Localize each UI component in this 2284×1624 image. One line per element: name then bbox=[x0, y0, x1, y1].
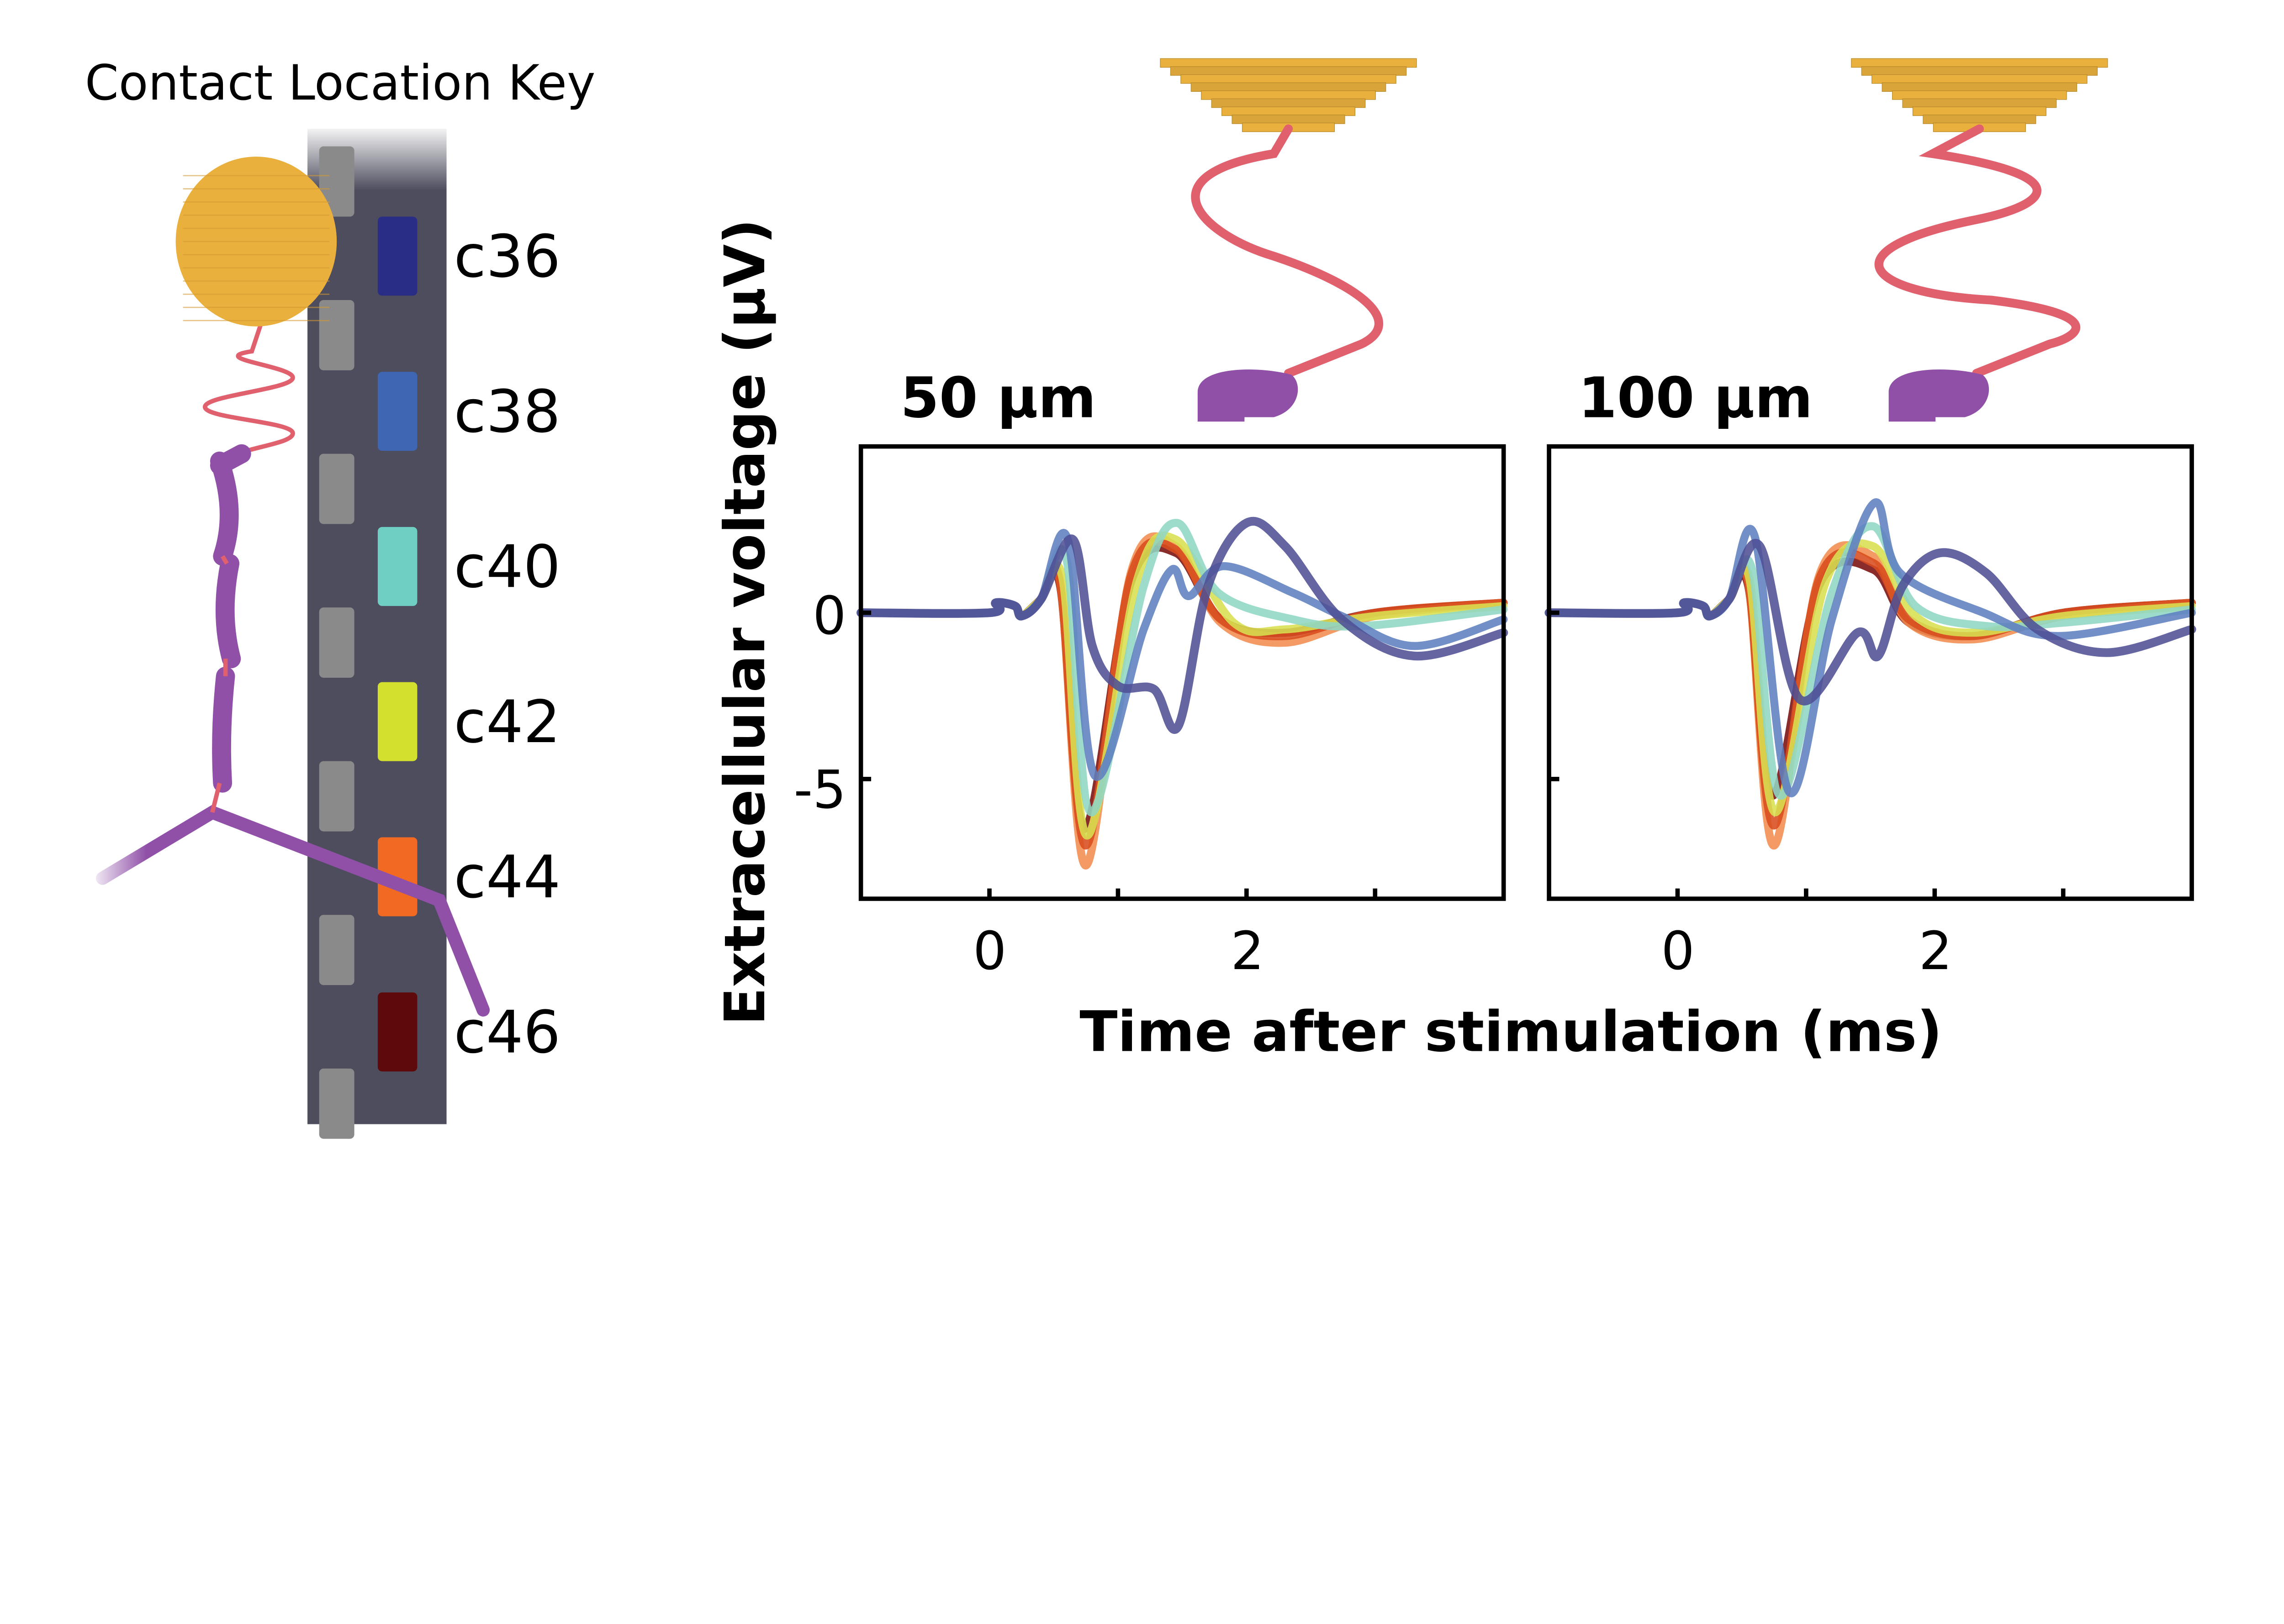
dome-layer bbox=[1892, 90, 2067, 100]
dome-layer bbox=[1221, 106, 1355, 116]
contact-label: c40 bbox=[454, 533, 561, 601]
key-title: Contact Location Key bbox=[85, 55, 596, 111]
dendrite-stub bbox=[210, 444, 251, 475]
contact-swatch bbox=[377, 992, 418, 1072]
dome-layer bbox=[1923, 114, 2036, 124]
contact-c40: c40 bbox=[377, 527, 561, 606]
ytick-label-minus5: -5 bbox=[794, 759, 846, 821]
contact-swatch bbox=[377, 837, 418, 917]
neuron-100um-illustration bbox=[1851, 58, 2108, 422]
contact-label: c42 bbox=[454, 688, 561, 756]
soma-stripes bbox=[183, 175, 330, 322]
dome-layer bbox=[1211, 98, 1366, 108]
contact-swatch bbox=[377, 527, 418, 606]
xtick-label-0: 0 bbox=[1661, 921, 1694, 982]
series-line-c44b bbox=[1545, 548, 2196, 830]
neuron-illustration bbox=[88, 156, 490, 1017]
series-line-c36 bbox=[1544, 538, 2196, 706]
figure-canvas: Contact Location Key c36c38c40c42c44c46 … bbox=[85, 55, 2196, 1139]
contact-c46: c46 bbox=[377, 992, 561, 1072]
contact-c44: c44 bbox=[377, 837, 561, 917]
dome-layer bbox=[1160, 58, 1417, 68]
dendrite-blob bbox=[1888, 369, 1989, 422]
contact-swatch bbox=[377, 216, 418, 296]
xtick-label-0: 0 bbox=[973, 921, 1006, 982]
ticks bbox=[861, 610, 1378, 899]
dome-layer bbox=[1851, 58, 2108, 68]
xtick-label-2: 2 bbox=[1919, 921, 1952, 982]
dome-layer bbox=[1861, 66, 2098, 76]
contact-swatch bbox=[377, 372, 418, 451]
chart-panel-100um: 100 µm 0 2 bbox=[1544, 365, 2196, 982]
inactive-contact bbox=[319, 761, 354, 832]
series-line-c46 bbox=[1545, 557, 2196, 800]
x-axis-label: Time after stimulation (ms) bbox=[1079, 999, 1942, 1064]
contact-label: c38 bbox=[454, 378, 561, 446]
contact-label: c36 bbox=[454, 223, 561, 291]
series-group bbox=[856, 517, 1508, 870]
inactive-contact bbox=[319, 146, 354, 217]
contact-list: c36 c38 c40 c42 c44 c46 bbox=[377, 216, 561, 1072]
panel-title: 50 µm bbox=[900, 365, 1096, 430]
dendrite-branch bbox=[95, 805, 490, 1017]
series-group bbox=[1544, 498, 2196, 850]
inactive-contact bbox=[319, 607, 354, 678]
dendrite-segments bbox=[210, 451, 241, 793]
inactive-contact bbox=[319, 300, 354, 370]
inactive-contact bbox=[319, 915, 354, 986]
dendrite-fade bbox=[88, 819, 147, 908]
series-line-c40 bbox=[856, 519, 1508, 817]
xtick-label-2: 2 bbox=[1231, 921, 1264, 982]
axon bbox=[202, 324, 295, 813]
series-line-c44 bbox=[1545, 541, 2196, 850]
figure: Contact Location Key c36 c38 c40 c42 c44 c46 … bbox=[85, 55, 2196, 1139]
contact-c38: c38 bbox=[377, 372, 561, 451]
dendrite-blob bbox=[1197, 369, 1298, 422]
ytick-label-0: 0 bbox=[813, 585, 846, 647]
dome-layer bbox=[1190, 82, 1386, 92]
inactive-contacts bbox=[319, 146, 354, 1139]
dome-layer bbox=[1232, 114, 1345, 124]
chart-panel-50um: 50 µm 0 -5 0 2 bbox=[794, 365, 1508, 982]
neuron-50um-illustration bbox=[1160, 58, 1417, 422]
dome-layer bbox=[1902, 98, 2057, 108]
inactive-contact bbox=[319, 1068, 354, 1139]
dome-layer bbox=[1170, 66, 1407, 76]
dome-layer bbox=[1201, 90, 1376, 100]
contact-swatch bbox=[377, 682, 418, 761]
ticks bbox=[1549, 610, 2066, 899]
y-axis-label: Extracellular voltage (µV) bbox=[713, 219, 777, 1025]
dome-layer bbox=[1180, 74, 1396, 84]
plot-frame bbox=[1547, 444, 2194, 901]
axon-wire bbox=[1874, 124, 2080, 378]
series-line-c42 bbox=[1545, 539, 2196, 817]
axon-wire bbox=[1191, 124, 1383, 378]
soma-dome bbox=[1851, 58, 2108, 132]
panel-title: 100 µm bbox=[1578, 365, 1813, 430]
soma-dome bbox=[1160, 58, 1417, 132]
plot-frame bbox=[858, 444, 1506, 901]
inactive-contact bbox=[319, 453, 354, 524]
dome-layer bbox=[1872, 74, 2088, 84]
contact-location-key: Contact Location Key c36 c38 c40 c42 c44 c46 bbox=[85, 55, 596, 1139]
dome-layer bbox=[1882, 82, 2078, 92]
series-line-c36 bbox=[856, 517, 1508, 734]
contact-c36: c36 bbox=[377, 216, 561, 296]
dome-layer bbox=[1912, 106, 2046, 116]
contact-c42: c42 bbox=[377, 682, 561, 761]
contact-label: c46 bbox=[454, 998, 561, 1066]
contact-label: c44 bbox=[454, 844, 561, 912]
